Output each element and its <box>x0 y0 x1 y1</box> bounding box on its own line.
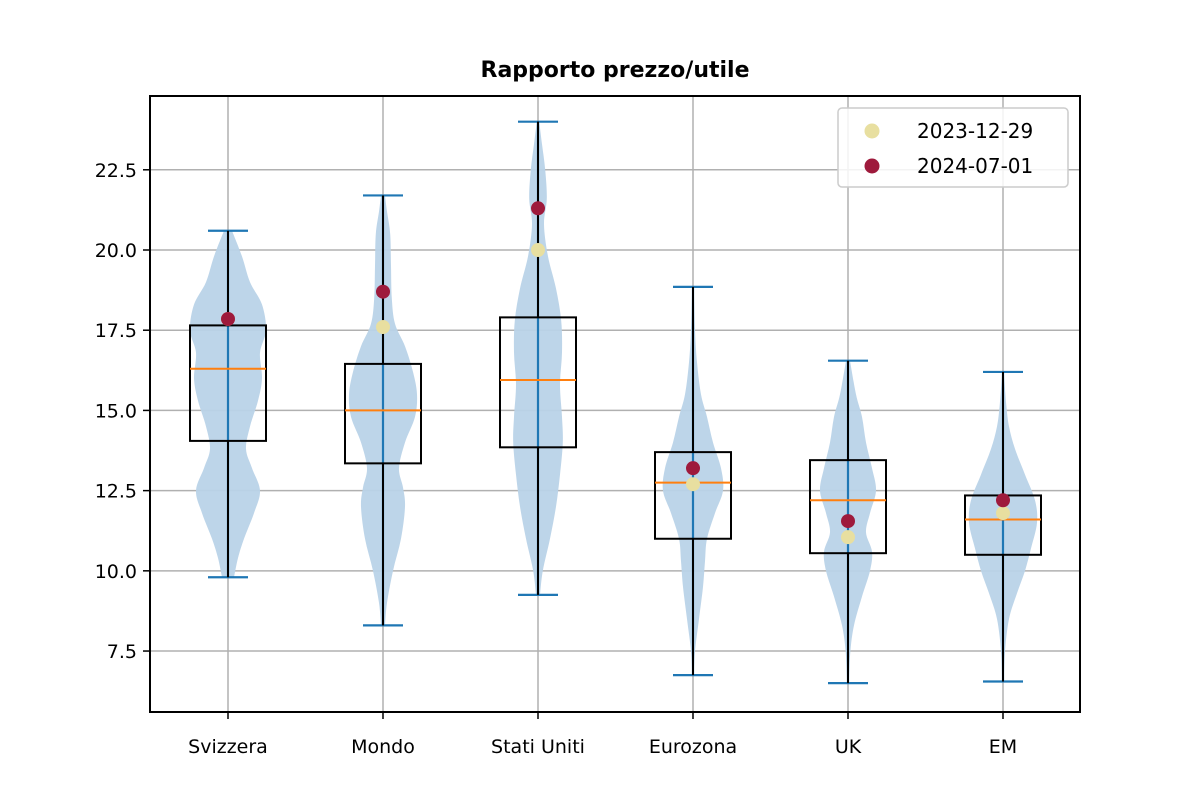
legend-marker-2023 <box>864 123 880 139</box>
box-stati-uniti <box>499 316 577 449</box>
box-eurozona <box>654 451 732 540</box>
points <box>221 201 1010 545</box>
point-2023-12-29-em <box>996 506 1010 521</box>
legend-marker-2024 <box>864 158 880 174</box>
point-2023-12-29-eurozona <box>686 477 700 492</box>
point-2024-07-01-em <box>996 493 1010 508</box>
y-tick-label-4: 17.5 <box>95 320 137 342</box>
x-tick-label-5: EM <box>989 736 1017 758</box>
plot-frame <box>149 95 1081 713</box>
y-tick-label-3: 15.0 <box>95 400 137 422</box>
x-tick-label-0: Svizzera <box>188 736 268 758</box>
x-tick-label-4: UK <box>835 736 862 758</box>
legend-label-2023: 2023-12-29 <box>917 119 1033 143</box>
y-tick-label-2: 12.5 <box>95 481 137 503</box>
y-tick-label-1: 10.0 <box>95 561 137 583</box>
x-tick-label-3: Eurozona <box>649 736 737 758</box>
point-2024-07-01-svizzera <box>221 311 235 326</box>
point-2023-12-29-mondo <box>376 320 390 334</box>
boxes <box>189 121 1042 684</box>
legend-box <box>837 107 1069 188</box>
y-tick-label-5: 20.0 <box>95 240 137 262</box>
box-mondo <box>344 362 422 465</box>
point-2024-07-01-eurozona <box>686 461 700 476</box>
y-tick-label-6: 22.5 <box>95 160 137 182</box>
box-uk <box>809 459 887 555</box>
point-2024-07-01-mondo <box>376 284 390 299</box>
point-2024-07-01-stati-uniti <box>531 201 545 216</box>
point-2024-07-01-uk <box>841 514 855 529</box>
axes: 7.5 10.0 12.5 15.0 17.5 20.0 22.5 Svizzera Mondo… <box>95 160 1018 758</box>
legend: 2023-12-29 2024-07-01 <box>837 107 1069 188</box>
y-tick-label-0: 7.5 <box>107 641 137 663</box>
x-tick-label-1: Mondo <box>351 736 415 758</box>
point-2023-12-29-stati-uniti <box>531 243 545 257</box>
point-2023-12-29-uk <box>841 530 855 545</box>
x-tick-label-2: Stati Uniti <box>491 736 585 758</box>
legend-label-2024: 2024-07-01 <box>917 154 1033 178</box>
chart-title: Rapporto prezzo/utile <box>481 58 750 83</box>
